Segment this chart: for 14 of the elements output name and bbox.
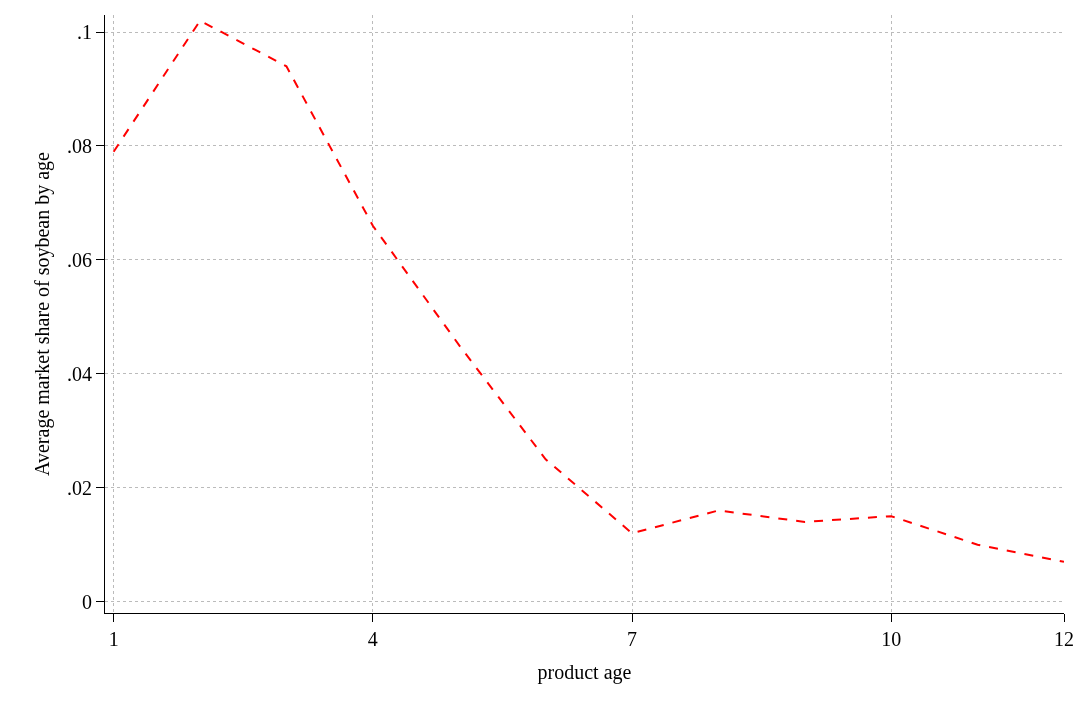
- x-axis-title: product age: [537, 660, 632, 684]
- x-tick-label: 4: [367, 628, 378, 650]
- y-tick-label: .06: [67, 248, 92, 271]
- x-tick-label: 1: [108, 628, 119, 650]
- x-tick-label: 7: [627, 628, 638, 650]
- y-tick-label: .02: [67, 476, 92, 499]
- line-series: [112, 19, 1064, 563]
- y-tick-label: .08: [67, 134, 92, 157]
- y-tick-label: .1: [77, 21, 92, 44]
- x-tick-label: 10: [881, 628, 902, 650]
- y-tick-label: 0: [82, 590, 92, 613]
- y-tick-label: .04: [67, 362, 92, 385]
- y-axis-title: Average market share of soybean by age: [30, 151, 54, 476]
- x-tick-label: 12: [1054, 628, 1074, 650]
